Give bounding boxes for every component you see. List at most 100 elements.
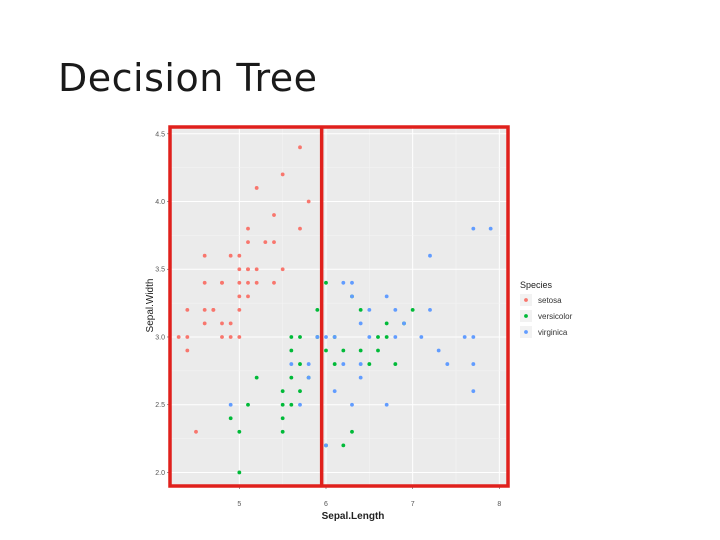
split-region-box <box>168 125 510 488</box>
data-point-versicolor <box>280 429 285 434</box>
x-tick-label: 6 <box>324 501 328 508</box>
y-tick-label: 2.0 <box>155 470 165 477</box>
data-point-versicolor <box>289 402 294 407</box>
data-point-virginica <box>332 335 337 339</box>
data-point-virginica <box>428 307 432 312</box>
data-point-setosa <box>246 240 250 245</box>
data-point-setosa <box>237 294 242 299</box>
data-point-setosa <box>263 240 268 245</box>
data-point-versicolor <box>332 362 337 366</box>
data-point-setosa <box>272 240 276 245</box>
data-point-virginica <box>419 335 424 339</box>
legend-label-virginica: virginica <box>538 328 568 337</box>
data-point-setosa <box>202 280 207 285</box>
data-point-versicolor <box>315 307 320 312</box>
data-point-virginica <box>228 402 233 407</box>
data-point-setosa <box>211 307 216 312</box>
data-point-setosa <box>220 335 224 339</box>
data-point-setosa <box>254 280 259 285</box>
y-tick-label: 3.5 <box>155 267 165 274</box>
data-point-versicolor <box>384 335 389 339</box>
data-point-versicolor <box>298 335 302 339</box>
legend: Species setosa versicolor virginica <box>520 280 573 338</box>
data-point-versicolor <box>350 429 354 434</box>
data-point-virginica <box>428 253 432 258</box>
data-point-virginica <box>315 335 320 339</box>
data-point-setosa <box>202 253 207 258</box>
data-point-setosa <box>228 335 233 339</box>
data-point-setosa <box>237 335 242 339</box>
data-point-virginica <box>471 335 476 339</box>
data-point-virginica <box>402 321 406 326</box>
data-point-setosa <box>280 267 285 272</box>
data-point-versicolor <box>280 402 285 407</box>
legend-label-versicolor: versicolor <box>538 312 573 321</box>
y-tick-label: 2.5 <box>155 402 165 409</box>
data-point-setosa <box>246 294 250 299</box>
x-tick-label: 5 <box>237 501 241 508</box>
data-point-versicolor <box>384 321 389 326</box>
grid-lines <box>170 127 508 486</box>
data-point-virginica <box>306 375 311 380</box>
data-point-versicolor <box>237 470 242 475</box>
legend-label-setosa: setosa <box>538 296 562 305</box>
data-point-setosa <box>246 267 250 272</box>
data-point-virginica <box>488 226 493 231</box>
data-point-versicolor <box>324 280 328 285</box>
data-point-versicolor <box>298 389 302 394</box>
data-point-virginica <box>358 362 363 366</box>
legend-key-versicolor <box>524 314 528 318</box>
legend-key-setosa <box>524 298 528 302</box>
data-point-setosa <box>272 213 276 217</box>
data-point-virginica <box>384 402 389 407</box>
data-point-versicolor <box>280 416 285 421</box>
data-point-setosa <box>237 307 242 312</box>
data-point-versicolor <box>358 348 363 353</box>
y-axis-ticks: 2.0 2.5 3.0 3.5 4.0 4.5 <box>155 131 170 477</box>
slide-title: Decision Tree <box>58 56 318 100</box>
data-point-setosa <box>280 172 285 177</box>
data-point-virginica <box>471 362 476 366</box>
data-point-virginica <box>462 335 467 339</box>
data-point-setosa <box>220 321 224 326</box>
data-point-setosa <box>194 429 198 434</box>
data-point-versicolor <box>393 362 398 366</box>
data-point-versicolor <box>289 375 294 380</box>
data-points <box>176 145 493 475</box>
y-tick-label: 3.0 <box>155 334 165 341</box>
y-tick-label: 4.0 <box>155 199 165 206</box>
data-point-setosa <box>254 267 259 272</box>
data-point-virginica <box>358 375 363 380</box>
data-point-versicolor <box>341 348 346 353</box>
data-point-setosa <box>228 321 233 326</box>
data-point-versicolor <box>289 335 294 339</box>
data-point-setosa <box>202 307 207 312</box>
data-point-setosa <box>220 280 224 285</box>
data-point-versicolor <box>324 348 328 353</box>
legend-title: Species <box>520 280 553 290</box>
data-point-versicolor <box>246 402 250 407</box>
data-point-versicolor <box>298 362 302 366</box>
data-point-setosa <box>306 199 311 204</box>
data-point-setosa <box>298 226 302 231</box>
data-point-versicolor <box>376 348 380 353</box>
data-point-versicolor <box>280 389 285 394</box>
legend-key-virginica <box>524 330 528 334</box>
data-point-virginica <box>324 335 328 339</box>
data-point-virginica <box>350 402 354 407</box>
x-axis-ticks: 5 6 7 8 <box>237 486 501 508</box>
data-point-setosa <box>272 280 276 285</box>
data-point-setosa <box>228 253 233 258</box>
data-point-setosa <box>246 280 250 285</box>
data-point-setosa <box>237 253 242 258</box>
x-tick-label: 8 <box>497 501 501 508</box>
data-point-versicolor <box>358 307 363 312</box>
data-point-virginica <box>367 335 372 339</box>
data-point-setosa <box>202 321 207 326</box>
data-point-virginica <box>436 348 441 353</box>
data-point-versicolor <box>410 307 415 312</box>
data-point-virginica <box>367 307 372 312</box>
data-point-virginica <box>393 335 398 339</box>
data-point-virginica <box>324 443 328 448</box>
